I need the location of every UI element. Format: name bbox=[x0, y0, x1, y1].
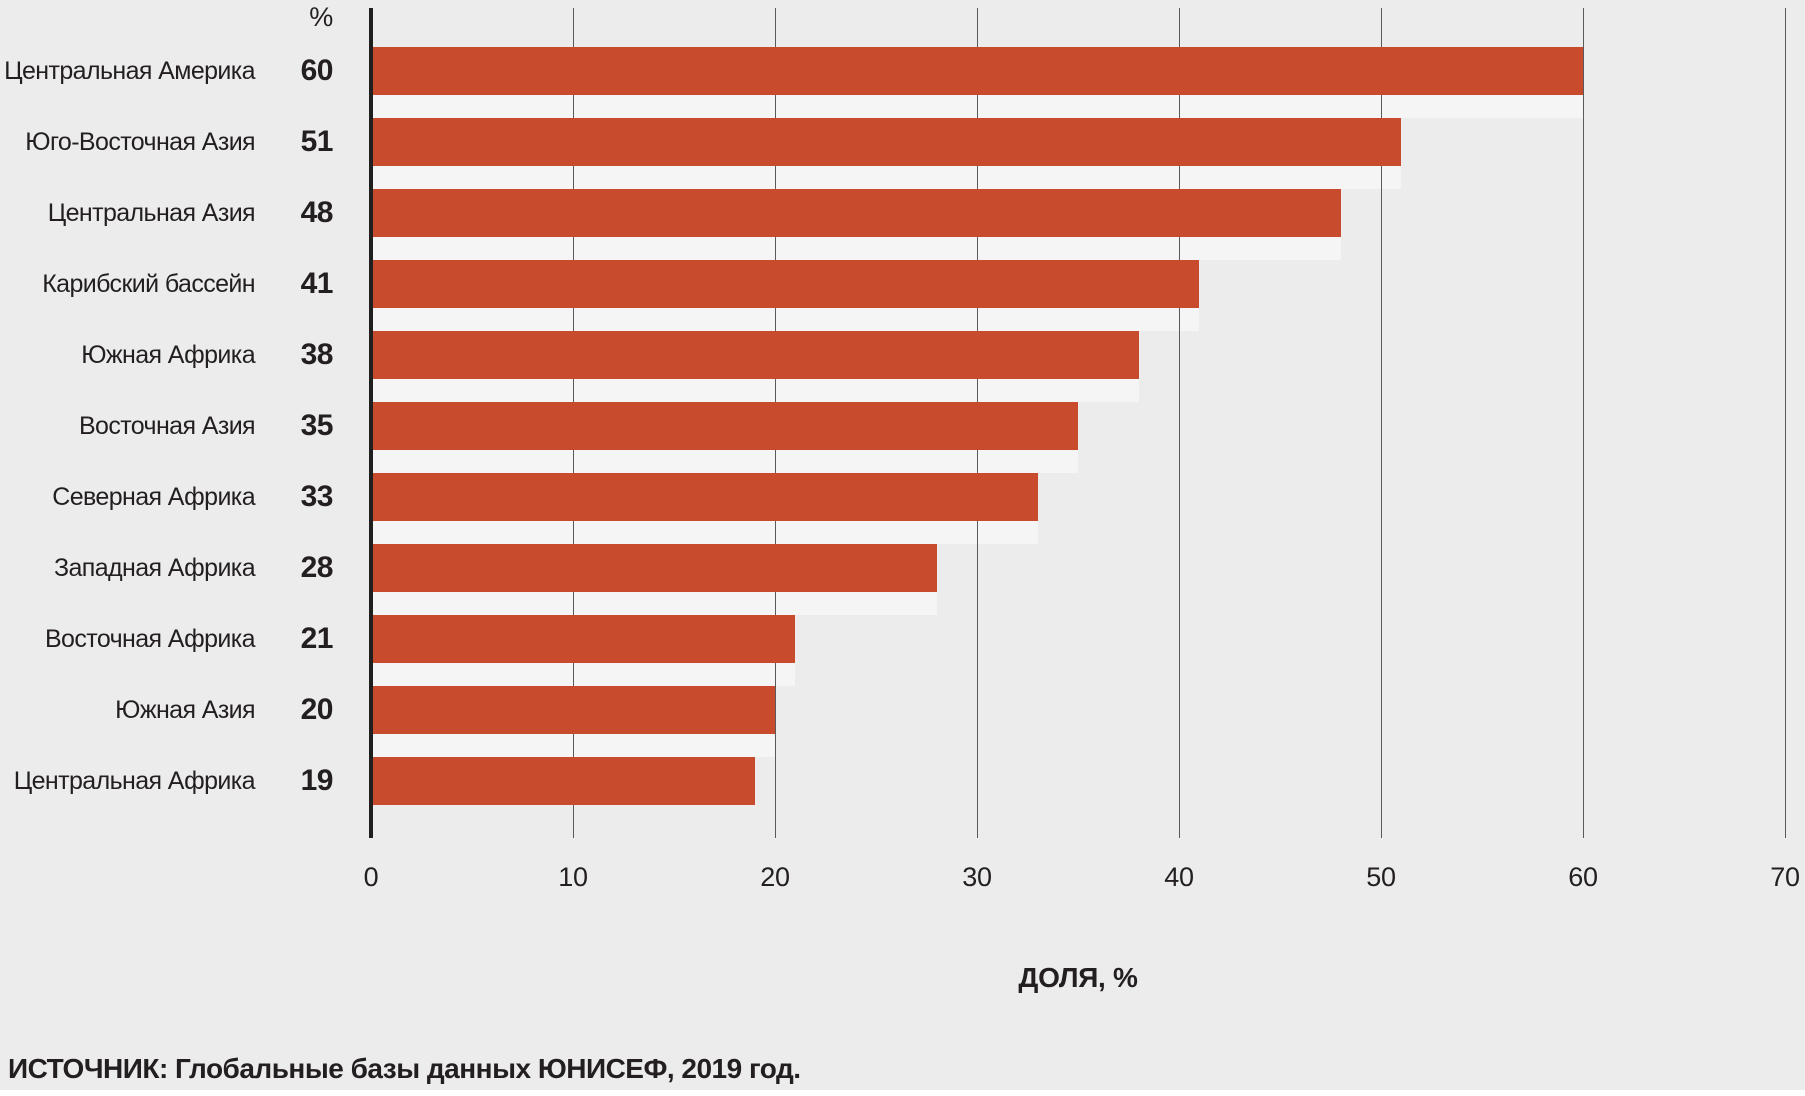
value-label: 48 bbox=[300, 196, 334, 229]
gridline bbox=[1583, 8, 1584, 838]
category-label: Южная Азия bbox=[115, 696, 255, 724]
plot-area bbox=[369, 8, 1786, 838]
category-label: Карибский бассейн bbox=[42, 270, 255, 298]
x-tick-label: 70 bbox=[1770, 862, 1800, 892]
y-axis-line bbox=[369, 8, 373, 838]
bar bbox=[371, 189, 1341, 237]
category-label: Центральная Африка bbox=[13, 767, 256, 795]
bar bbox=[371, 260, 1200, 308]
bar bbox=[371, 473, 1038, 521]
x-tick-label: 30 bbox=[962, 862, 992, 892]
gap-strip bbox=[371, 450, 1078, 473]
category-label: Центральная Америка bbox=[4, 57, 256, 85]
bar bbox=[371, 686, 775, 734]
category-label: Южная Африка bbox=[81, 341, 255, 369]
value-label: 35 bbox=[300, 409, 334, 442]
value-label: 41 bbox=[300, 267, 334, 300]
gap-strip bbox=[371, 166, 1402, 189]
bar bbox=[371, 402, 1078, 450]
footer-strip bbox=[0, 1090, 1805, 1096]
value-label: 19 bbox=[300, 764, 334, 797]
x-tick-label: 60 bbox=[1568, 862, 1598, 892]
gridline bbox=[1381, 8, 1382, 838]
gap-strip bbox=[371, 663, 796, 686]
gridline bbox=[1785, 8, 1786, 838]
gap-strip bbox=[371, 592, 937, 615]
x-tick-label: 10 bbox=[558, 862, 588, 892]
bar bbox=[371, 544, 937, 592]
unit-header-label: % bbox=[309, 2, 333, 32]
value-label: 21 bbox=[300, 622, 334, 655]
bar bbox=[371, 615, 796, 663]
bar bbox=[371, 331, 1139, 379]
x-tick-label: 0 bbox=[363, 862, 379, 892]
category-label: Западная Африка bbox=[53, 554, 256, 582]
x-axis-title: ДОЛЯ, % bbox=[1018, 962, 1138, 993]
gap-strip bbox=[371, 237, 1341, 260]
source-note: ИСТОЧНИК: Глобальные базы данных ЮНИСЕФ,… bbox=[8, 1053, 801, 1084]
bar bbox=[371, 757, 755, 805]
category-label: Восточная Азия bbox=[78, 412, 256, 440]
value-label: 51 bbox=[300, 125, 334, 158]
x-tick-label: 20 bbox=[760, 862, 790, 892]
x-tick-label: 40 bbox=[1164, 862, 1194, 892]
category-label: Северная Африка bbox=[52, 483, 255, 511]
value-label: 20 bbox=[300, 693, 334, 726]
category-label: Восточная Африка bbox=[44, 625, 256, 653]
category-label: Юго-Восточная Азия bbox=[25, 128, 255, 156]
gap-strip bbox=[371, 308, 1200, 331]
value-label: 38 bbox=[300, 338, 334, 371]
value-label: 28 bbox=[300, 551, 334, 584]
bar bbox=[371, 118, 1402, 166]
gap-strip bbox=[371, 521, 1038, 544]
value-label: 33 bbox=[300, 480, 334, 513]
bar bbox=[371, 47, 1583, 95]
category-label: Центральная Азия bbox=[47, 199, 256, 227]
x-tick-label: 50 bbox=[1366, 862, 1396, 892]
gap-strip bbox=[371, 379, 1139, 402]
value-label: 60 bbox=[300, 54, 334, 87]
gridline bbox=[1179, 8, 1180, 838]
